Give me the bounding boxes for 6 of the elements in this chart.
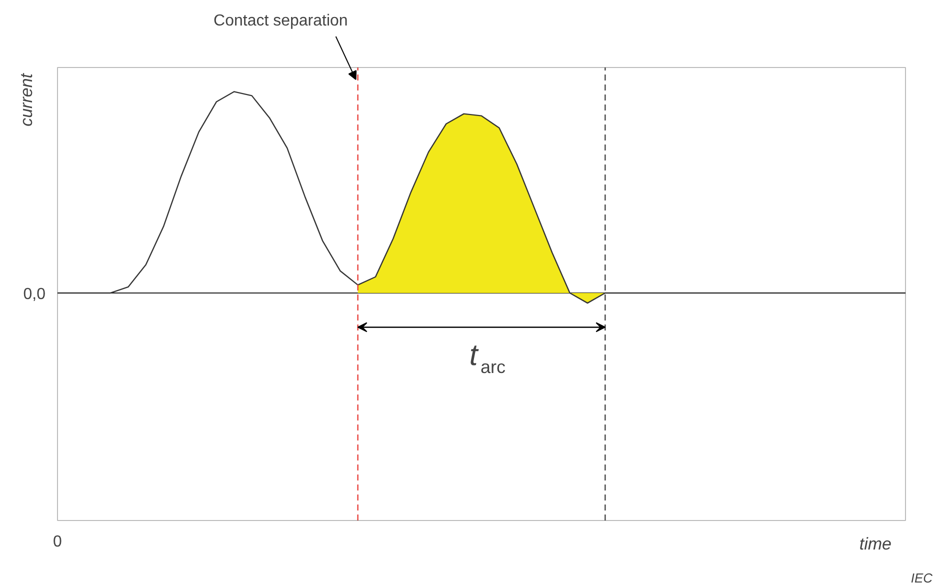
text: IEC	[910, 570, 934, 586]
text: time	[859, 534, 892, 554]
text: 0,0	[23, 286, 46, 303]
y-axis-title: current	[17, 72, 36, 126]
text: Contact separation	[214, 12, 348, 30]
text: 0	[53, 534, 62, 550]
